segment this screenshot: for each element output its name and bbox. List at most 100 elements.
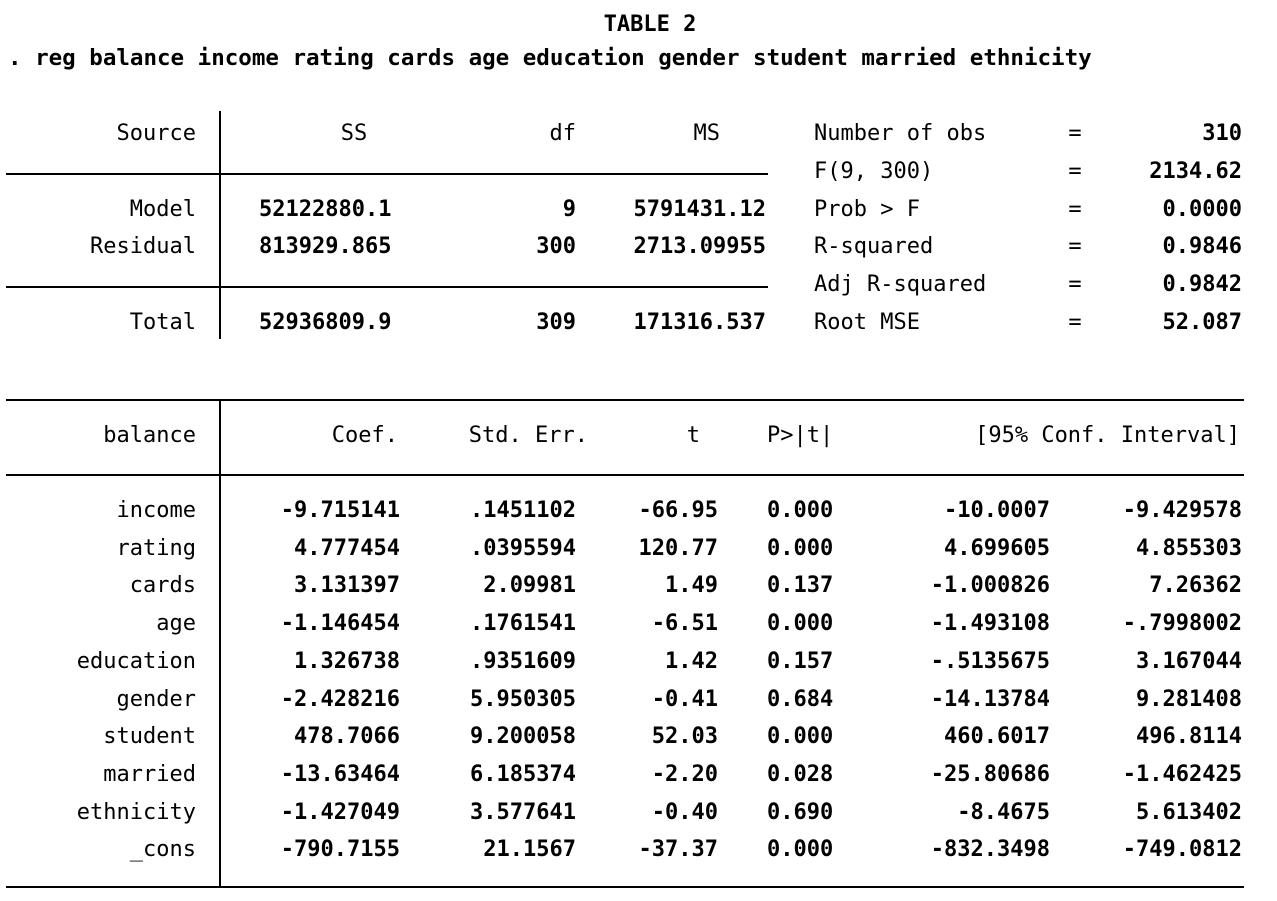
coef-header-var: balance: [103, 423, 196, 448]
anova-ms: 5791431.12: [633, 197, 766, 222]
stat-value: 52.087: [1162, 310, 1242, 335]
stat-label: Number of obs: [814, 121, 987, 146]
stat-value: 0.9842: [1162, 272, 1242, 297]
coef-p-value: 0.000: [767, 724, 834, 749]
coef-t: -0.41: [651, 687, 718, 712]
coef-ci-lower: -.5135675: [930, 649, 1050, 674]
anova-ss: 52936809.9: [259, 310, 392, 335]
coef-ci-upper: -.7998002: [1122, 611, 1242, 636]
coef-std-err: .1451102: [470, 498, 576, 523]
anova-header-ms: MS: [693, 121, 721, 146]
coef-p-value: 0.000: [767, 498, 834, 523]
coef-t: 1.49: [665, 573, 718, 598]
coef-p-value: 0.157: [767, 649, 834, 674]
stat-equals: =: [1068, 159, 1082, 184]
coef-value: 1.326738: [294, 649, 400, 674]
command-line: . reg balance income rating cards age ed…: [8, 45, 1092, 71]
anova-ss: 52122880.1: [259, 197, 392, 222]
coef-value: -790.7155: [280, 837, 400, 862]
stat-label: R-squared: [814, 234, 934, 259]
coef-top-rule: [6, 399, 1244, 401]
coef-value: -9.715141: [280, 498, 400, 523]
coef-ci-upper: -1.462425: [1122, 762, 1242, 787]
anova-df: 309: [536, 310, 576, 335]
anova-header-df: df: [549, 121, 577, 146]
coef-value: 478.7066: [294, 724, 400, 749]
stat-value: 2134.62: [1149, 159, 1242, 184]
coef-std-err: 21.1567: [483, 837, 576, 862]
coef-std-err: .0395594: [470, 536, 576, 561]
coef-t: 1.42: [665, 649, 718, 674]
coef-ci-lower: -1.493108: [930, 611, 1050, 636]
coef-p-value: 0.137: [767, 573, 834, 598]
coef-t: -66.95: [638, 498, 718, 523]
coef-ci-lower: 460.6017: [944, 724, 1050, 749]
anova-header-source: Source: [116, 121, 196, 146]
coef-var: student: [103, 724, 196, 749]
anova-total-rule: [6, 286, 768, 288]
coef-bottom-rule: [6, 886, 1244, 888]
coef-var: cards: [129, 573, 196, 598]
coef-value: 4.777454: [294, 536, 400, 561]
coef-header-t: t: [686, 423, 700, 448]
coef-p-value: 0.028: [767, 762, 834, 787]
stat-equals: =: [1068, 272, 1082, 297]
stat-value: 310: [1202, 121, 1242, 146]
coef-value: -1.427049: [280, 800, 400, 825]
coef-var: rating: [116, 536, 196, 561]
coef-var: ethnicity: [76, 800, 196, 825]
anova-vertical-rule: [219, 111, 221, 339]
coef-p-value: 0.690: [767, 800, 834, 825]
coef-header-ci: [95% Conf. Interval]: [975, 423, 1240, 448]
coef-std-err: 9.200058: [470, 724, 576, 749]
coef-std-err: 2.09981: [483, 573, 576, 598]
anova-source: Residual: [90, 234, 196, 259]
coef-t: -37.37: [638, 837, 718, 862]
coef-t: -0.40: [651, 800, 718, 825]
coef-var: gender: [116, 687, 196, 712]
coef-var: _cons: [129, 837, 196, 862]
anova-header-ss: SS: [340, 121, 368, 146]
anova-ss: 813929.865: [259, 234, 392, 259]
coef-ci-lower: -10.0007: [944, 498, 1050, 523]
coef-var: education: [76, 649, 196, 674]
anova-df: 300: [536, 234, 576, 259]
coef-t: 120.77: [638, 536, 718, 561]
coef-var: age: [156, 611, 196, 636]
stat-label: F(9, 300): [814, 159, 934, 184]
coef-ci-lower: -8.4675: [957, 800, 1050, 825]
coef-std-err: 6.185374: [470, 762, 576, 787]
coef-header-p: P>|t|: [767, 423, 834, 448]
coef-ci-lower: 4.699605: [944, 536, 1050, 561]
coef-var: married: [103, 762, 196, 787]
coef-header-se: Std. Err.: [468, 423, 588, 448]
coef-ci-upper: -9.429578: [1122, 498, 1242, 523]
coef-header-coef: Coef.: [331, 423, 398, 448]
coef-value: -2.428216: [280, 687, 400, 712]
coef-t: -2.20: [651, 762, 718, 787]
anova-ms: 2713.09955: [633, 234, 766, 259]
coef-ci-lower: -1.000826: [930, 573, 1050, 598]
coef-ci-upper: 7.26362: [1149, 573, 1242, 598]
stat-label: Root MSE: [814, 310, 920, 335]
stat-equals: =: [1068, 310, 1082, 335]
stat-label: Prob > F: [814, 197, 920, 222]
coef-ci-upper: 496.8114: [1136, 724, 1242, 749]
coef-header-rule: [6, 474, 1244, 476]
coef-std-err: .9351609: [470, 649, 576, 674]
coef-var: income: [116, 498, 196, 523]
coef-ci-upper: 3.167044: [1136, 649, 1242, 674]
anova-header-rule: [6, 173, 768, 175]
anova-ms: 171316.537: [633, 310, 766, 335]
coef-std-err: .1761541: [470, 611, 576, 636]
coef-p-value: 0.684: [767, 687, 834, 712]
coef-t: -6.51: [651, 611, 718, 636]
stat-equals: =: [1068, 234, 1082, 259]
stat-equals: =: [1068, 121, 1082, 146]
coef-ci-upper: 5.613402: [1136, 800, 1242, 825]
coef-ci-lower: -14.13784: [930, 687, 1050, 712]
coef-p-value: 0.000: [767, 536, 834, 561]
anova-source: Model: [129, 197, 196, 222]
coef-ci-upper: -749.0812: [1122, 837, 1242, 862]
table-title: TABLE 2: [603, 12, 697, 37]
